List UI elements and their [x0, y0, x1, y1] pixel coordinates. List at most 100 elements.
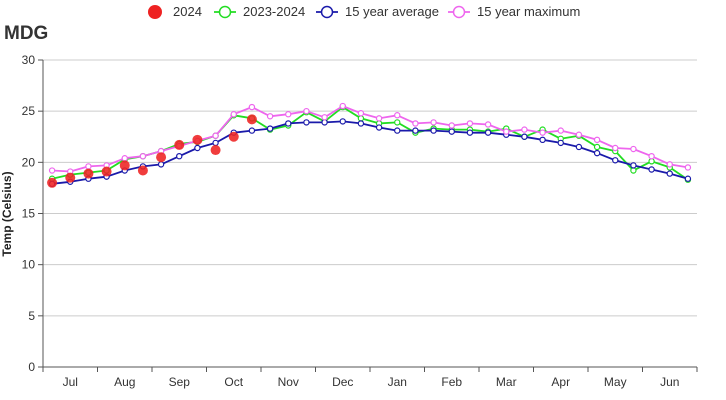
x-tick-label: Mar [496, 375, 517, 389]
legend[interactable]: 2024 2023-2024 15 year average 15 year maxi… [148, 4, 580, 19]
data-point [157, 161, 165, 168]
data-point [285, 111, 292, 118]
data-point [174, 139, 185, 150]
data-point [321, 119, 328, 126]
legend-marker [452, 5, 466, 19]
data-point [630, 167, 637, 174]
data-point [246, 114, 257, 125]
data-point [228, 131, 239, 142]
data-point [557, 127, 564, 134]
x-tick-label: Jul [63, 375, 78, 389]
y-tick-label: 0 [28, 360, 35, 374]
data-point [484, 129, 492, 136]
data-point [192, 134, 203, 145]
y-tick-label: 20 [22, 155, 36, 169]
x-tick-label: Jun [660, 375, 679, 389]
data-point [666, 161, 673, 168]
data-point [248, 127, 256, 134]
data-point [612, 144, 619, 152]
data-point [339, 102, 346, 110]
data-point [194, 144, 201, 152]
data-point [101, 166, 112, 177]
data-point [503, 128, 510, 135]
data-point [357, 115, 365, 122]
data-point [575, 143, 583, 151]
grid-lines [43, 59, 697, 317]
data-point [339, 118, 346, 125]
data-point [648, 152, 655, 160]
series-line [52, 105, 689, 173]
data-point [48, 167, 56, 174]
data-point [375, 124, 383, 131]
data-point [212, 132, 219, 139]
x-tick-label: May [604, 375, 627, 389]
legend-label: 2023-2024 [243, 4, 305, 19]
data-point [212, 139, 219, 147]
legend-marker [320, 5, 334, 19]
data-point [65, 172, 76, 183]
series-line [52, 120, 689, 185]
data-point [230, 111, 237, 118]
data-point [557, 139, 564, 147]
data-point [357, 120, 365, 127]
legend-marker [148, 5, 162, 19]
data-point [83, 168, 94, 179]
data-point [630, 145, 637, 153]
data-point [466, 120, 474, 127]
data-point [684, 164, 692, 171]
data-point [357, 110, 365, 117]
legend-label: 2024 [173, 4, 202, 19]
data-point [375, 115, 383, 122]
x-tick-label: Jan [388, 375, 407, 389]
data-point [412, 120, 419, 127]
data-point [156, 152, 167, 163]
data-point [321, 114, 328, 121]
x-tick-label: Apr [551, 375, 570, 389]
data-point [448, 128, 455, 135]
data-point [47, 177, 58, 188]
data-point [575, 131, 583, 138]
data-point [666, 170, 673, 177]
y-tick-label: 30 [22, 53, 36, 67]
data-point [612, 157, 619, 164]
data-point [521, 133, 528, 140]
series-2024 [47, 114, 257, 188]
data-point [430, 127, 437, 134]
data-point [210, 145, 221, 156]
data-point [412, 127, 419, 134]
data-point [176, 152, 183, 160]
series-layer [47, 102, 692, 188]
legend-label: 15 year average [345, 4, 439, 19]
data-point [466, 129, 474, 136]
legend-item[interactable]: 2023-2024 [214, 4, 305, 19]
series-15-year-average [48, 118, 692, 188]
data-point [303, 107, 310, 115]
legend-item[interactable]: 15 year maximum [448, 4, 580, 19]
data-point [539, 129, 546, 136]
data-point [521, 126, 528, 133]
y-tick-label: 25 [22, 104, 36, 118]
data-point [266, 125, 274, 132]
data-point [248, 103, 256, 111]
data-point [593, 136, 601, 144]
x-tick-label: Aug [114, 375, 135, 389]
data-point [137, 165, 148, 176]
data-point [630, 162, 637, 169]
data-point [648, 158, 655, 165]
legend-item[interactable]: 2024 [148, 4, 202, 19]
data-point [303, 119, 310, 126]
data-point [593, 149, 601, 157]
data-point [119, 160, 130, 171]
y-tick-label: 15 [22, 207, 36, 221]
data-point [539, 136, 546, 144]
axes: 0 5 10 15 20 25 30 Jul Aug Sep Oct Nov Dec Jan Feb Mar A… [22, 53, 698, 389]
x-tick-label: Sep [169, 375, 191, 389]
x-tick-label: Nov [278, 375, 299, 389]
data-point [684, 175, 692, 182]
data-point [448, 122, 455, 129]
legend-item[interactable]: 15 year average [316, 4, 439, 19]
data-point [394, 119, 401, 126]
x-tick-label: Feb [441, 375, 462, 389]
y-tick-label: 5 [28, 309, 35, 323]
